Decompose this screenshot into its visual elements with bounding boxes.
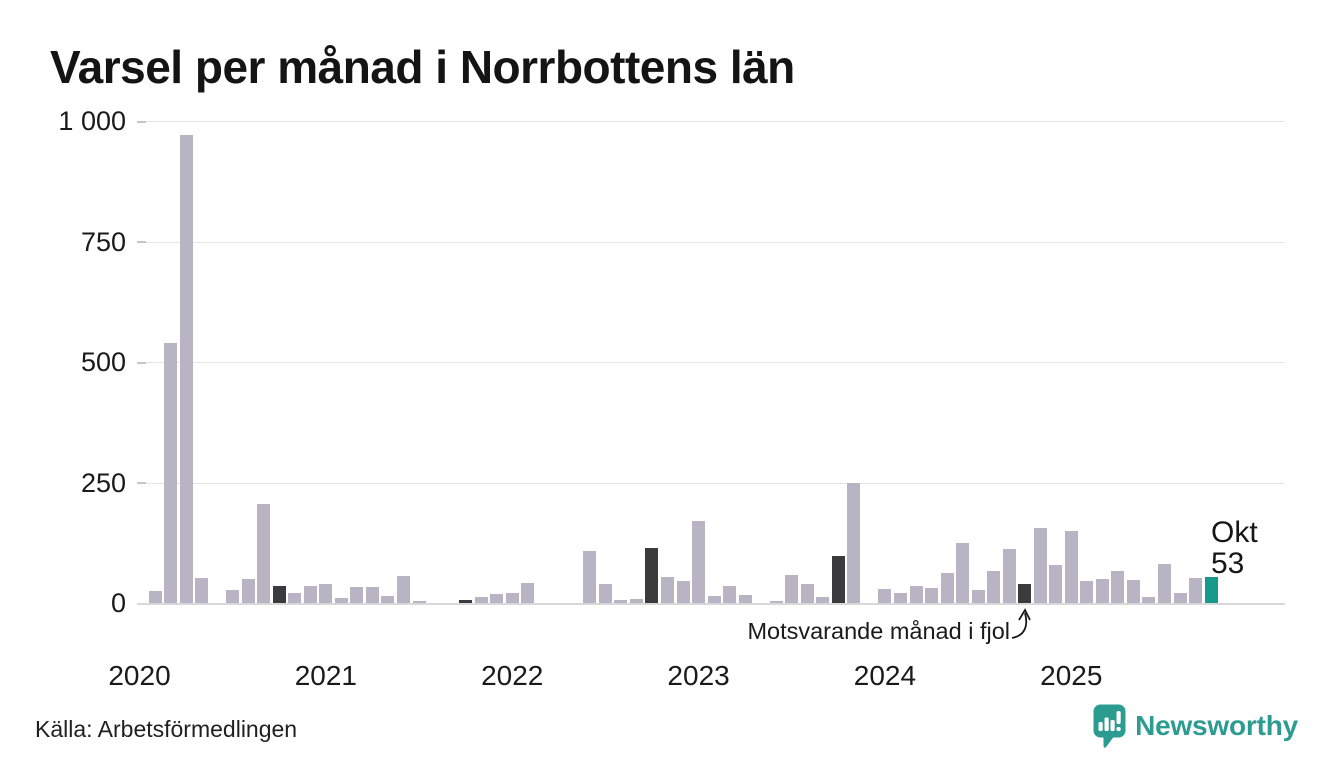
xtick-label-2025: 2025	[1040, 660, 1103, 691]
bar-2020-08	[241, 578, 255, 603]
bar-2025-05	[1126, 579, 1140, 603]
current-point-label: Okt 53	[1211, 517, 1258, 579]
bar-2021-11	[474, 596, 488, 603]
bar-2023-04	[738, 594, 752, 603]
bar-2020-07	[226, 589, 240, 603]
bar-2021-12	[490, 594, 504, 603]
ytick-750	[137, 241, 146, 243]
x-axis-line	[137, 602, 1285, 605]
bar-2022-08	[614, 600, 628, 603]
bar-2022-10	[645, 547, 659, 603]
ytick-label-0: 0	[110, 588, 126, 618]
bar-2020-09	[257, 504, 271, 603]
bar-2022-11	[661, 577, 675, 603]
bar-2024-08	[987, 570, 1001, 603]
current-value-label: 53	[1211, 547, 1245, 580]
chart-title: Varsel per månad i Norrbottens län	[50, 41, 795, 93]
bar-2025-04	[1111, 571, 1125, 603]
source-caption: Källa: Arbetsförmedlingen	[35, 716, 298, 742]
bar-2024-04	[925, 588, 939, 603]
current-month-label: Okt	[1211, 516, 1258, 549]
bar-2024-12	[1049, 565, 1063, 603]
bar-2024-05	[940, 572, 954, 603]
bar-2024-03	[909, 586, 923, 603]
bar-2021-07	[412, 600, 426, 603]
newsworthy-logo-text: Newsworthy	[1135, 710, 1298, 741]
annotation-last-year: Motsvarande månad i fjol	[747, 618, 1010, 644]
gridline-250	[140, 482, 1285, 484]
newsworthy-bubble-icon	[1093, 704, 1126, 748]
bar-2023-09	[816, 596, 830, 603]
bar-2025-07	[1157, 564, 1171, 603]
xtick-label-2020: 2020	[108, 660, 171, 691]
ytick-500	[137, 361, 146, 364]
bar-2023-03	[723, 585, 737, 603]
bar-2022-02	[521, 582, 535, 603]
bar-2025-08	[1173, 592, 1187, 603]
bar-2024-02	[893, 592, 907, 603]
bar-2020-03	[164, 342, 178, 603]
bar-2023-01	[692, 521, 706, 603]
bar-2022-07	[598, 583, 612, 603]
bar-2021-04	[365, 586, 379, 603]
bar-2023-02	[707, 595, 721, 603]
ytick-1000	[137, 120, 146, 123]
bar-2020-10	[272, 586, 286, 603]
bar-2023-06	[769, 600, 783, 603]
bar-2022-01	[505, 593, 519, 603]
bar-2024-06	[956, 542, 970, 603]
ytick-label-250: 250	[80, 467, 126, 498]
bar-2023-11	[847, 482, 861, 603]
bar-2021-10	[459, 600, 473, 603]
bar-2020-04	[179, 135, 193, 603]
bar-2022-12	[676, 580, 690, 603]
gridline-750	[140, 241, 1285, 243]
bar-2022-06	[583, 551, 597, 603]
xtick-label-2023: 2023	[667, 660, 730, 691]
bar-2025-06	[1142, 596, 1156, 603]
ytick-label-750: 750	[80, 226, 126, 257]
bar-2024-01	[878, 588, 892, 603]
bar-2020-02	[148, 590, 162, 603]
bar-2025-02	[1080, 580, 1094, 603]
bar-2021-03	[350, 586, 364, 603]
gridline-500	[140, 362, 1285, 363]
bar-2025-03	[1095, 578, 1109, 603]
gridline-1000	[140, 121, 1285, 122]
bar-2024-10	[1018, 583, 1032, 603]
bar-2021-06	[397, 576, 410, 603]
bar-2025-10	[1204, 577, 1218, 603]
bar-2021-02	[334, 598, 348, 603]
bar-2024-11	[1033, 528, 1047, 603]
bar-2021-01	[319, 583, 333, 603]
xtick-label-2021: 2021	[294, 660, 358, 691]
ytick-label-500: 500	[80, 347, 126, 377]
xtick-label-2024: 2024	[853, 660, 917, 691]
ytick-250	[137, 482, 146, 484]
bar-2020-05	[195, 577, 209, 603]
ytick-label-1000: 1 000	[58, 106, 126, 136]
bar-2021-05	[381, 595, 395, 603]
bar-2020-11	[288, 593, 302, 603]
bar-2024-07	[971, 589, 985, 603]
bar-2023-07	[785, 575, 799, 603]
bar-2024-09	[1002, 549, 1016, 603]
xtick-label-2022: 2022	[481, 660, 544, 691]
bar-2025-01	[1064, 530, 1078, 603]
bar-2023-08	[800, 584, 814, 603]
bar-2023-10	[831, 555, 845, 603]
bar-2022-09	[629, 598, 643, 603]
bar-2025-09	[1189, 577, 1203, 603]
bar-2020-12	[303, 586, 317, 603]
newsworthy-logo[interactable]: Newsworthy	[1093, 704, 1298, 749]
